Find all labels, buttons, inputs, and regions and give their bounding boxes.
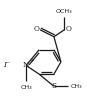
Text: +: +	[29, 58, 34, 63]
Text: CH₃: CH₃	[20, 85, 32, 90]
Text: I⁻: I⁻	[3, 61, 10, 69]
Text: N: N	[23, 61, 29, 69]
Text: OCH₃: OCH₃	[56, 9, 73, 14]
Text: O: O	[65, 25, 71, 33]
Text: S: S	[51, 82, 56, 90]
Text: CH₃: CH₃	[70, 84, 82, 89]
Text: O: O	[33, 25, 39, 33]
